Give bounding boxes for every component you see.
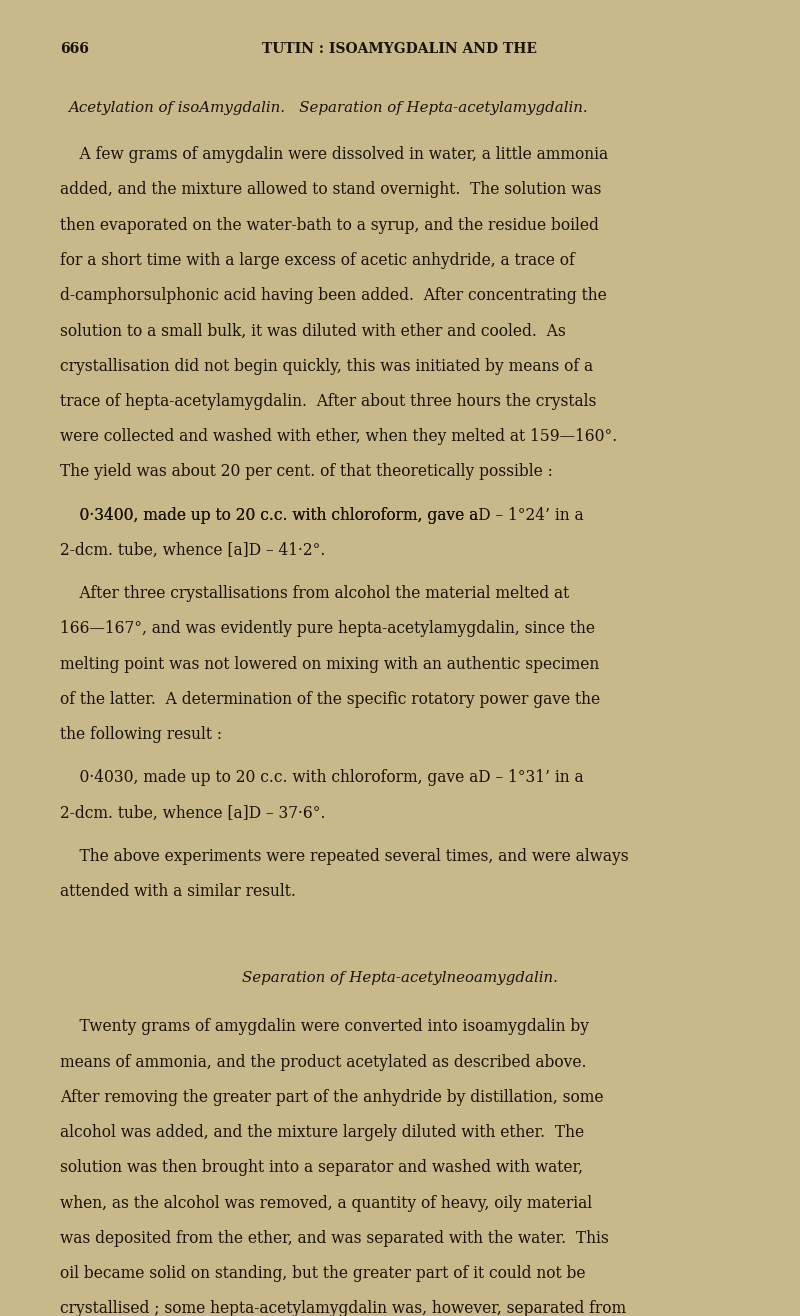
Text: solution was then brought into a separator and washed with water,: solution was then brought into a separat… xyxy=(60,1159,583,1177)
Text: 2-dcm. tube, whence [a]D – 41·2°.: 2-dcm. tube, whence [a]D – 41·2°. xyxy=(60,542,326,559)
Text: the following result :: the following result : xyxy=(60,726,222,744)
Text: added, and the mixture allowed to stand overnight.  The solution was: added, and the mixture allowed to stand … xyxy=(60,182,602,199)
Text: Separation of Hepta-acetylneoamygdalin.: Separation of Hepta-acetylneoamygdalin. xyxy=(242,971,558,984)
Text: were collected and washed with ether, when they melted at 159—160°.: were collected and washed with ether, wh… xyxy=(60,428,618,445)
Text: 666: 666 xyxy=(60,42,89,57)
Text: then evaporated on the water-bath to a syrup, and the residue boiled: then evaporated on the water-bath to a s… xyxy=(60,217,599,234)
Text: trace of hepta-acetylamygdalin.  After about three hours the crystals: trace of hepta-acetylamygdalin. After ab… xyxy=(60,393,596,411)
Text: 2-dcm. tube, whence [a]D – 37·6°.: 2-dcm. tube, whence [a]D – 37·6°. xyxy=(60,804,326,821)
Text: crystallised ; some hepta-acetylamygdalin was, however, separated from: crystallised ; some hepta-acetylamygdali… xyxy=(60,1300,626,1316)
Text: alcohol was added, and the mixture largely diluted with ether.  The: alcohol was added, and the mixture large… xyxy=(60,1124,584,1141)
Text: when, as the alcohol was removed, a quantity of heavy, oily material: when, as the alcohol was removed, a quan… xyxy=(60,1195,592,1212)
Text: oil became solid on standing, but the greater part of it could not be: oil became solid on standing, but the gr… xyxy=(60,1265,586,1282)
Text: The yield was about 20 per cent. of that theoretically possible :: The yield was about 20 per cent. of that… xyxy=(60,463,553,480)
Text: 166—167°, and was evidently pure hepta-acetylamygdalin, since the: 166—167°, and was evidently pure hepta-a… xyxy=(60,620,595,637)
Text: 0·3400, made up to 20 c.c. with chloroform, gave a: 0·3400, made up to 20 c.c. with chlorofo… xyxy=(60,507,478,524)
Text: was deposited from the ether, and was separated with the water.  This: was deposited from the ether, and was se… xyxy=(60,1230,609,1248)
Text: 0·4030, made up to 20 c.c. with chloroform, gave aD – 1°31’ in a: 0·4030, made up to 20 c.c. with chlorofo… xyxy=(60,770,584,787)
Text: of the latter.  A determination of the specific rotatory power gave the: of the latter. A determination of the sp… xyxy=(60,691,600,708)
Text: Twenty grams of amygdalin were converted into isoamygdalin by: Twenty grams of amygdalin were converted… xyxy=(60,1019,589,1036)
Text: melting point was not lowered on mixing with an authentic specimen: melting point was not lowered on mixing … xyxy=(60,655,599,672)
Text: TUTIN : ISOAMYGDALIN AND THE: TUTIN : ISOAMYGDALIN AND THE xyxy=(262,42,538,57)
Text: solution to a small bulk, it was diluted with ether and cooled.  As: solution to a small bulk, it was diluted… xyxy=(60,322,566,340)
Text: Acetylation of isoAmygdalin.   Separation of Hepta-acetylamygdalin.: Acetylation of isoAmygdalin. Separation … xyxy=(68,101,588,116)
Text: for a short time with a large excess of acetic anhydride, a trace of: for a short time with a large excess of … xyxy=(60,251,574,268)
Text: The above experiments were repeated several times, and were always: The above experiments were repeated seve… xyxy=(60,848,629,865)
Text: After removing the greater part of the anhydride by distillation, some: After removing the greater part of the a… xyxy=(60,1088,603,1105)
Text: A few grams of amygdalin were dissolved in water, a little ammonia: A few grams of amygdalin were dissolved … xyxy=(60,146,608,163)
Text: means of ammonia, and the product acetylated as described above.: means of ammonia, and the product acetyl… xyxy=(60,1054,586,1071)
Text: After three crystallisations from alcohol the material melted at: After three crystallisations from alcoho… xyxy=(60,586,570,603)
Text: attended with a similar result.: attended with a similar result. xyxy=(60,883,296,900)
Text: crystallisation did not begin quickly, this was initiated by means of a: crystallisation did not begin quickly, t… xyxy=(60,358,593,375)
Text: d-camphorsulphonic acid having been added.  After concentrating the: d-camphorsulphonic acid having been adde… xyxy=(60,287,606,304)
Text: 0·3400, made up to 20 c.c. with chloroform, gave aD – 1°24’ in a: 0·3400, made up to 20 c.c. with chlorofo… xyxy=(60,507,584,524)
